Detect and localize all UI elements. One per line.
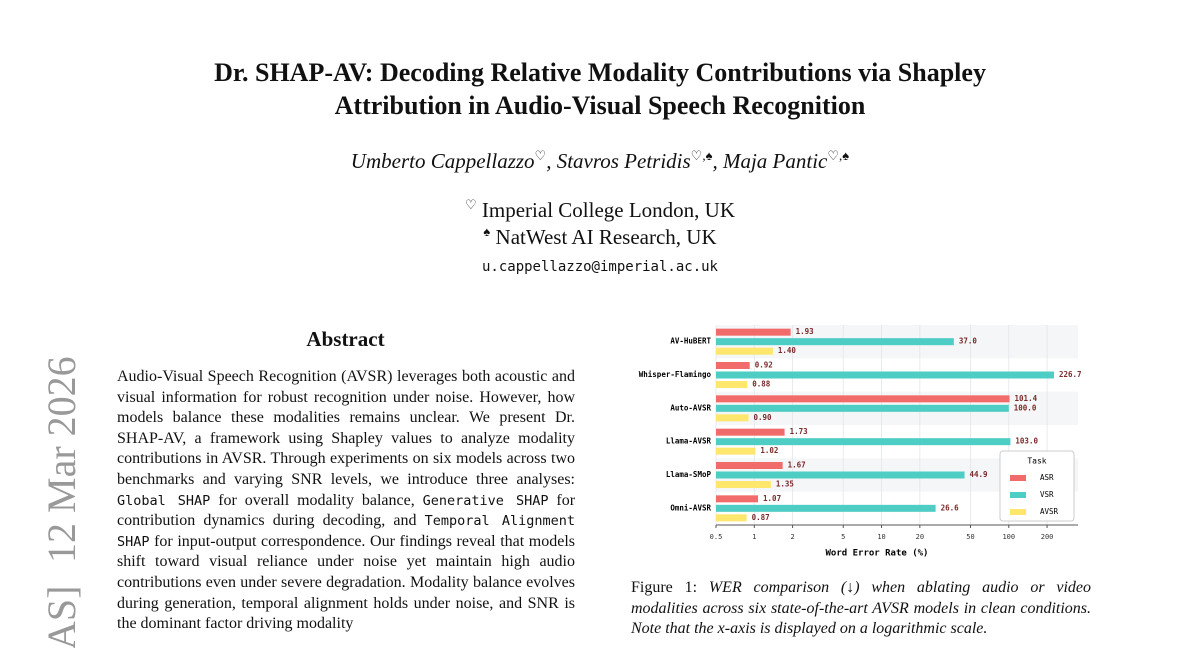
legend-box [999, 450, 1075, 522]
y-tick-label: Whisper-Flamingo [639, 370, 712, 379]
abstract-text: for contribution dynamics during decodin… [117, 491, 576, 530]
legend-label: VSR [1040, 490, 1054, 499]
y-tick-label: Llama-AVSR [666, 437, 712, 446]
bar [716, 404, 1009, 412]
value-label: 44.9 [970, 470, 989, 479]
bar [716, 471, 965, 479]
bar [716, 347, 773, 355]
author: Umberto Cappellazzo [350, 149, 535, 173]
x-tick-label: 2 [790, 533, 794, 541]
abstract-code: Generative SHAP [422, 492, 549, 509]
authors: Umberto Cappellazzo♡, Stavros Petridis♡,… [0, 148, 1200, 174]
bar [716, 395, 1010, 403]
abstract-heading: Abstract [306, 327, 385, 351]
abstract-text: for overall modality balance, [210, 491, 423, 509]
bar [716, 481, 771, 488]
legend-label: AVSR [1040, 507, 1059, 516]
figure-caption: Figure 1: WER comparison (↓) when ablati… [631, 578, 1091, 640]
affiliation-mark: ♠ [483, 224, 491, 239]
abstract-text: Audio-Visual Speech Recognition (AVSR) l… [117, 368, 575, 488]
title-line: Dr. SHAP-AV: Decoding Relative Modality … [214, 58, 986, 87]
value-label: 1.67 [788, 461, 806, 470]
author-mark: ♡,♠ [690, 148, 713, 163]
legend-swatch [1010, 475, 1026, 481]
value-label: 0.90 [753, 413, 772, 422]
x-tick-label: 10 [877, 533, 885, 541]
author: , Maja Pantic [712, 149, 828, 173]
bar [716, 514, 747, 522]
arxiv-category: AS] [39, 586, 84, 648]
y-tick-label: AV-HuBERT [670, 337, 711, 346]
abstract-text: for input-output correspondence. Our fin… [117, 532, 575, 633]
caption-text: WER comparison (↓) when ablating audio o… [631, 579, 1092, 638]
legend-swatch [1010, 492, 1026, 498]
bar [716, 428, 785, 436]
figure-label: Figure 1: [631, 579, 698, 596]
abstract-code: Global SHAP [117, 492, 211, 509]
bar [716, 414, 749, 422]
x-tick-label: 0.5 [710, 533, 723, 541]
bar [716, 328, 791, 336]
x-tick-label: 50 [966, 533, 974, 541]
value-label: 100.0 [1014, 403, 1037, 412]
x-axis-label: Word Error Rate (%) [826, 549, 929, 559]
x-tick-label: 1 [752, 533, 756, 541]
y-tick-label: Auto-AVSR [670, 403, 711, 412]
y-tick-label: Llama-SMoP [666, 470, 712, 479]
value-label: 1.02 [760, 446, 778, 455]
bar [716, 462, 783, 469]
value-label: 26.6 [941, 503, 960, 512]
affiliation: ♠ NatWest AI Research, UK [0, 224, 1200, 250]
value-label: 0.88 [752, 380, 771, 389]
affiliation-mark: ♡ [464, 197, 477, 212]
value-label: 0.92 [755, 361, 773, 370]
title-line: Attribution in Audio-Visual Speech Recog… [334, 91, 866, 120]
value-label: 1.35 [776, 480, 794, 489]
arxiv-date: 12 Mar 2026 [39, 356, 84, 563]
x-tick-label: 200 [1041, 533, 1054, 541]
legend-swatch [1010, 509, 1026, 515]
bar [716, 338, 954, 346]
bar [716, 362, 750, 369]
abstract-code: Temporal Alignment SHAP [117, 513, 575, 550]
affiliation: ♡ Imperial College London, UK [0, 197, 1200, 223]
value-label: 101.4 [1015, 394, 1038, 403]
abstract-text: Audio-Visual Speech Recognition (AVSR) l… [117, 367, 575, 635]
affiliation-name: Imperial College London, UK [481, 198, 735, 222]
value-label: 1.40 [778, 346, 797, 355]
author-mark: ♡,♠ [827, 148, 850, 163]
x-tick-label: 20 [916, 533, 924, 541]
value-label: 103.0 [1015, 437, 1038, 446]
bar [716, 438, 1011, 446]
affiliation-name: NatWest AI Research, UK [495, 225, 717, 249]
bar [716, 447, 756, 455]
y-tick-label: Omni-AVSR [670, 503, 711, 512]
value-label: 0.87 [752, 513, 770, 522]
legend-title: Task [1027, 457, 1046, 466]
value-label: 226.7 [1059, 370, 1082, 379]
value-label: 1.07 [763, 494, 781, 503]
x-tick-label: 5 [841, 533, 845, 541]
value-label: 1.73 [790, 427, 809, 436]
bar [716, 371, 1055, 379]
value-label: 1.93 [796, 327, 815, 336]
x-tick-label: 100 [1002, 533, 1015, 541]
author-mark: ♡ [534, 148, 547, 163]
author: , Stavros Petridis [546, 149, 691, 173]
bar [716, 504, 936, 512]
bar [716, 381, 748, 388]
value-label: 37.0 [959, 337, 978, 346]
legend-label: ASR [1040, 473, 1054, 482]
email: u.cappellazzo@imperial.ac.uk [481, 259, 718, 275]
bar [716, 495, 759, 503]
